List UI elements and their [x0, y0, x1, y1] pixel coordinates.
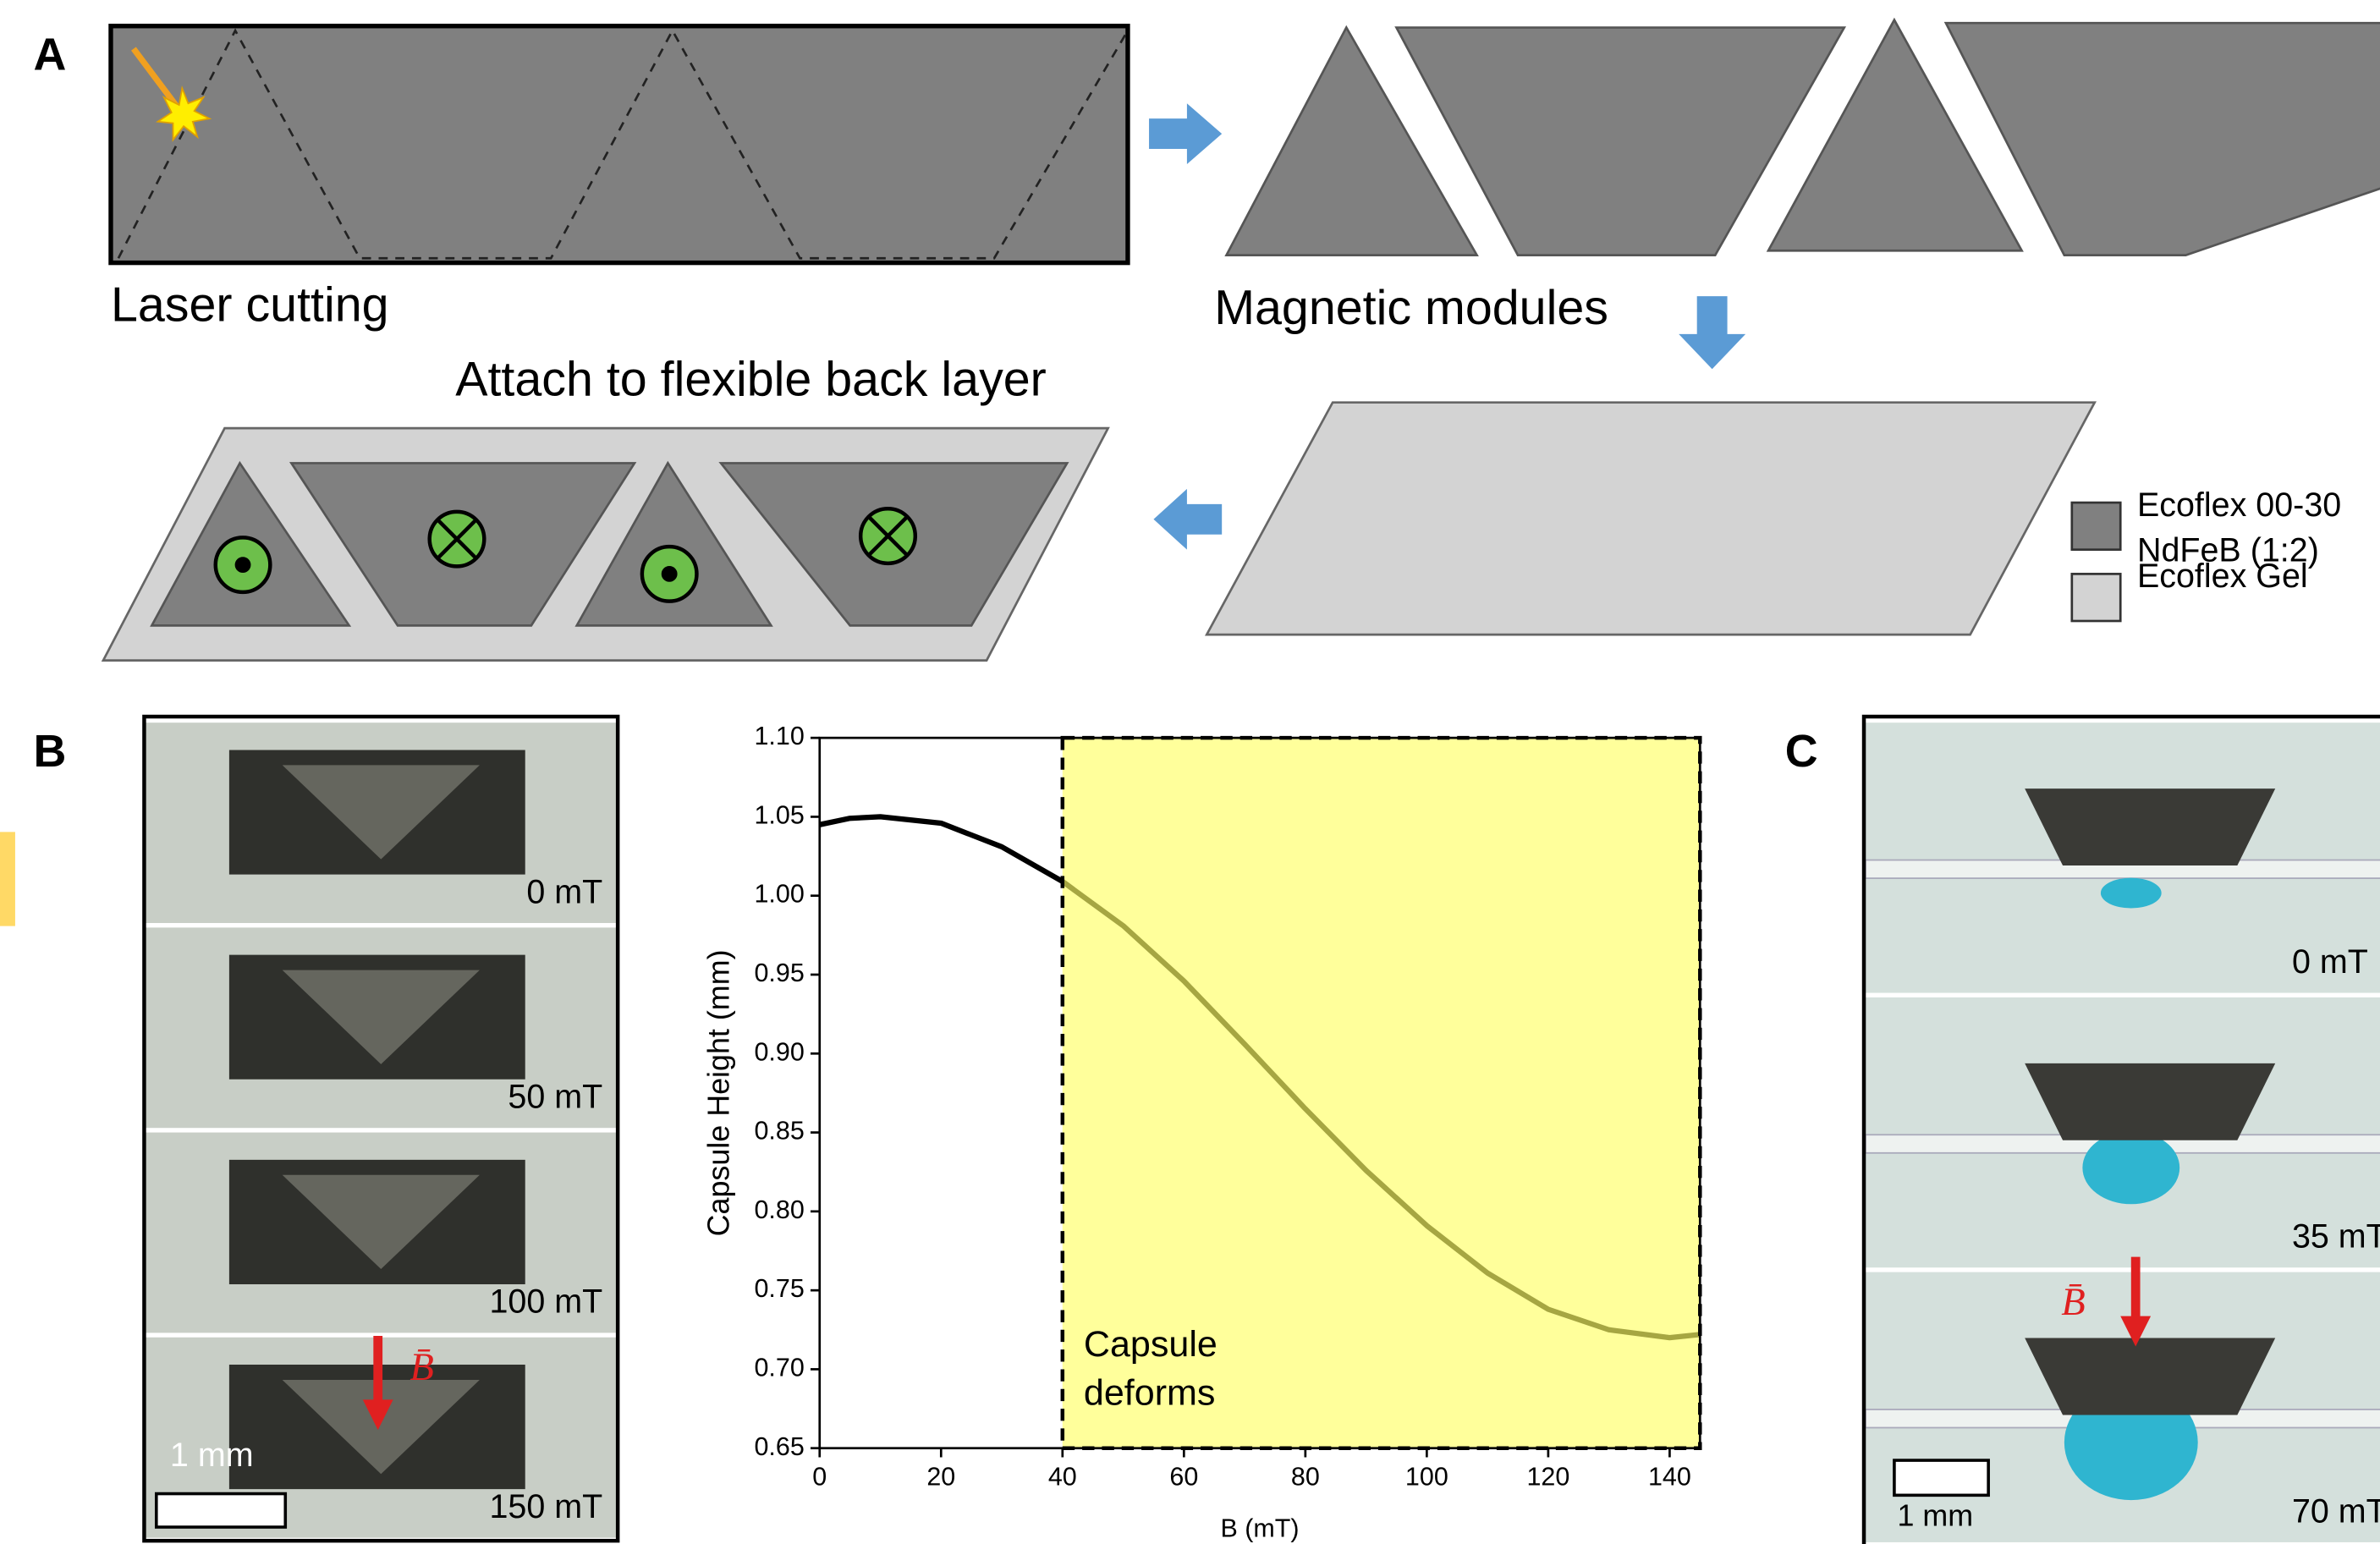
arrow — [1679, 296, 1745, 369]
scale-bar-label: 1 mm — [170, 1437, 254, 1474]
y-tick-label: 0.80 — [754, 1195, 804, 1224]
x-axis-label: B (mT) — [1220, 1514, 1299, 1543]
step-label: Magnetic modules — [1214, 281, 1608, 335]
x-tick-label: 120 — [1526, 1463, 1569, 1492]
y-tick-label: 1.10 — [754, 722, 804, 750]
legend-swatch — [2072, 574, 2120, 621]
y-tick-label: 0.90 — [754, 1037, 804, 1066]
x-tick-label: 80 — [1291, 1463, 1320, 1492]
photo-label: 150 mT — [489, 1488, 602, 1525]
legend-swatch — [2072, 503, 2120, 550]
panel-label: B — [33, 726, 66, 777]
panel-label: A — [33, 30, 66, 80]
panel-c: C 0 mT 35 mT 70 mT B̄ 1 mm — [1785, 717, 2380, 1544]
step-label: Laser cutting — [111, 278, 389, 332]
page: A Laser cutting Magnetic modules Attach … — [0, 0, 2380, 1544]
capsule — [2025, 788, 2275, 865]
y-tick-label: 1.00 — [754, 880, 804, 909]
sheet — [111, 26, 1128, 263]
module — [1396, 28, 1844, 256]
y-tick-label: 0.95 — [754, 959, 804, 987]
droplet — [2082, 1131, 2179, 1204]
scale-bar — [157, 1494, 285, 1527]
panel-label: C — [1785, 726, 1818, 777]
y-tick-label: 0.70 — [754, 1353, 804, 1382]
step-label: Attach to flexible back layer — [455, 352, 1047, 406]
back-layer — [1206, 403, 2094, 635]
photo-stack: 0 mT 35 mT 70 mT — [1866, 723, 2380, 1542]
chart: B (mT) Capsule Height (mm) Capsule deform… — [702, 722, 1701, 1542]
legend-label: Ecoflex Gel — [2137, 558, 2308, 595]
y-tick-label: 0.75 — [754, 1274, 804, 1303]
photo-label: 35 mT — [2292, 1218, 2380, 1256]
field-symbol: B̄ — [409, 1345, 433, 1389]
y-tick-label: 1.05 — [754, 800, 804, 829]
panel-b: B 0 mT 50 mT 100 mT 150 mT B̄ 1 mm — [33, 717, 618, 1541]
photo-label: 0 mT — [526, 873, 602, 910]
photo-label: 70 mT — [2292, 1492, 2380, 1530]
y-tick-label: 0.85 — [754, 1117, 804, 1146]
scale-bar-label: 1 mm — [1898, 1499, 1974, 1533]
x-tick-label: 140 — [1648, 1463, 1691, 1492]
x-tick-label: 0 — [812, 1463, 827, 1492]
arrow — [1149, 103, 1222, 164]
photo-label: 50 mT — [508, 1079, 602, 1116]
y-tick-label: 0.65 — [754, 1432, 804, 1461]
droplet — [2101, 878, 2162, 909]
module — [1946, 23, 2380, 255]
x-tick-label: 40 — [1048, 1463, 1077, 1492]
arrow — [1153, 489, 1222, 550]
x-tick-label: 60 — [1169, 1463, 1198, 1492]
annotation: Capsule — [1084, 1324, 1217, 1365]
photo-label: 100 mT — [489, 1283, 602, 1321]
photo-label: 0 mT — [2292, 943, 2368, 981]
capsule — [2025, 1063, 2275, 1140]
field-symbol: B̄ — [2061, 1280, 2085, 1324]
legend-label: Ecoflex 00-30 — [2137, 486, 2341, 524]
x-tick-label: 100 — [1405, 1463, 1448, 1492]
x-tick-label: 20 — [926, 1463, 955, 1492]
annotation: deforms — [1084, 1372, 1215, 1413]
figure: A Laser cutting Magnetic modules Attach … — [0, 0, 2380, 1544]
panel-a: A Laser cutting Magnetic modules Attach … — [33, 20, 2380, 661]
scale-bar — [1894, 1460, 1988, 1495]
y-axis-label: Capsule Height (mm) — [702, 949, 736, 1236]
edge-mark — [0, 832, 15, 926]
capsule — [2025, 1338, 2275, 1415]
